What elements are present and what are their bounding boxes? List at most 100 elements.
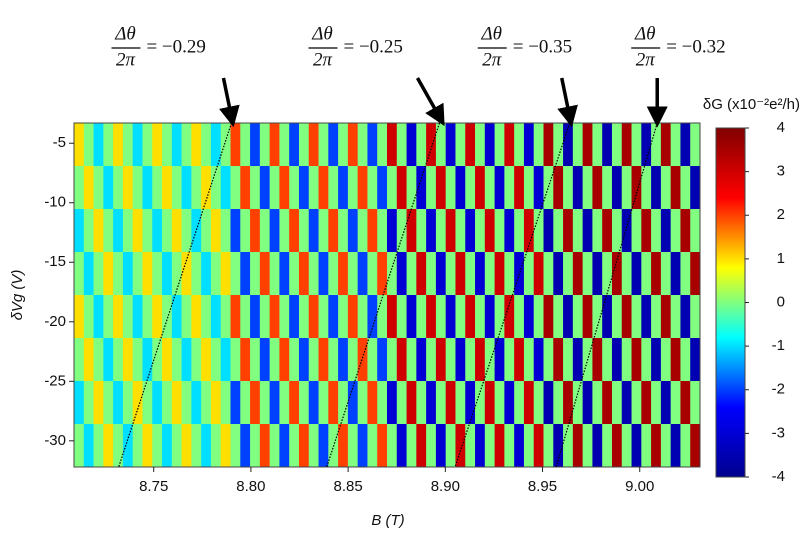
heatmap-cell <box>514 338 525 382</box>
heatmap-cell <box>543 295 554 339</box>
heatmap-cell <box>670 424 681 468</box>
heatmap-cell <box>83 295 95 339</box>
heatmap-cell <box>426 424 437 468</box>
heatmap-cell <box>494 166 505 210</box>
heatmap-cell <box>602 424 613 468</box>
heatmap-cell <box>113 252 124 296</box>
heatmap-cell <box>690 166 701 210</box>
heatmap-cell <box>308 424 320 468</box>
heatmap-cell <box>651 424 662 468</box>
heatmap-cell <box>445 252 456 296</box>
heatmap-cell <box>289 295 300 339</box>
heatmap-cell <box>494 123 505 167</box>
heatmap-cell <box>660 252 672 296</box>
arrow <box>415 77 445 127</box>
heatmap-cell <box>435 252 447 296</box>
heatmap-cell <box>201 166 212 210</box>
heatmap-cell <box>592 338 603 382</box>
heatmap-cell <box>631 381 642 425</box>
heatmap-cell <box>416 295 427 339</box>
heatmap-cell <box>181 381 192 425</box>
heatmap-cell <box>651 209 662 253</box>
heatmap-cell <box>74 209 85 253</box>
heatmap-cell <box>455 209 466 253</box>
heatmap-cell <box>484 252 496 296</box>
heatmap-cell <box>426 252 437 296</box>
heatmap-cell <box>74 338 85 382</box>
heatmap-cell <box>152 295 163 339</box>
heatmap-cell <box>298 123 310 167</box>
heatmap-cell <box>93 252 104 296</box>
heatmap-cell <box>670 209 681 253</box>
heatmap-cell <box>504 166 515 210</box>
heatmap-cell <box>338 252 349 296</box>
heatmap-cell <box>308 166 320 210</box>
heatmap-cell <box>445 166 456 210</box>
heatmap-cell <box>660 123 672 167</box>
heatmap-cell <box>210 381 222 425</box>
heatmap-cell <box>543 252 554 296</box>
heatmap-cell <box>651 123 662 167</box>
heatmap-cell <box>641 209 652 253</box>
heatmap-cell <box>162 252 173 296</box>
heatmap-cell <box>435 338 447 382</box>
heatmap-cell <box>514 209 525 253</box>
heatmap-cell <box>416 381 427 425</box>
heatmap-cell <box>240 209 251 253</box>
heatmap-cell <box>269 166 280 210</box>
heatmap-cell <box>533 424 544 468</box>
heatmap-cell <box>592 252 603 296</box>
heatmap-cell <box>416 424 427 468</box>
heatmap-cell <box>377 166 388 210</box>
heatmap-cell <box>494 424 505 468</box>
heatmap-cell <box>690 295 701 339</box>
heatmap-cell <box>680 424 691 468</box>
heatmap-cell <box>543 381 554 425</box>
heatmap-cell <box>318 123 329 167</box>
heatmap-cell <box>240 166 251 210</box>
heatmap-cell <box>445 424 456 468</box>
heatmap-cell <box>504 209 515 253</box>
heatmap-cell <box>621 424 633 468</box>
x-tick-label: 8.95 <box>528 478 557 495</box>
heatmap-cell <box>240 123 251 167</box>
heatmap-cell <box>582 295 593 339</box>
heatmap-cell <box>122 295 134 339</box>
heatmap-cell <box>181 123 192 167</box>
heatmap-cell <box>298 295 310 339</box>
heatmap-cell <box>113 424 124 468</box>
heatmap-cell <box>670 252 681 296</box>
heatmap-cell <box>318 209 329 253</box>
heatmap-cell <box>582 252 593 296</box>
heatmap-cell <box>142 424 153 468</box>
heatmap-cell <box>514 123 525 167</box>
heatmap-cell <box>435 123 447 167</box>
colorbar-tick-label: -1 <box>772 337 785 354</box>
heatmap-cell <box>572 338 584 382</box>
heatmap-cell <box>220 381 231 425</box>
heatmap-cell <box>621 166 633 210</box>
heatmap-cell <box>230 123 241 167</box>
heatmap-cell <box>651 252 662 296</box>
colorbar-tick-label: 3 <box>777 163 785 180</box>
heatmap-cell <box>103 123 114 167</box>
heatmap-cell <box>279 123 290 167</box>
heatmap-cell <box>680 252 691 296</box>
heatmap-cell <box>83 209 95 253</box>
heatmap-cell <box>475 424 486 468</box>
heatmap-cell <box>611 295 623 339</box>
heatmap-cell <box>445 338 456 382</box>
heatmap-cell <box>269 424 280 468</box>
heatmap-cell <box>572 295 584 339</box>
heatmap-cell <box>504 252 515 296</box>
heatmap-cell <box>279 252 290 296</box>
heatmap-cell <box>631 123 642 167</box>
heatmap-cell <box>328 209 339 253</box>
heatmap-cell <box>142 381 153 425</box>
heatmap-cell <box>387 209 398 253</box>
heatmap-cell <box>572 252 584 296</box>
heatmap-cell <box>162 295 173 339</box>
heatmap-cell <box>338 295 349 339</box>
heatmap-cell <box>113 123 124 167</box>
heatmap-cell <box>347 424 359 468</box>
